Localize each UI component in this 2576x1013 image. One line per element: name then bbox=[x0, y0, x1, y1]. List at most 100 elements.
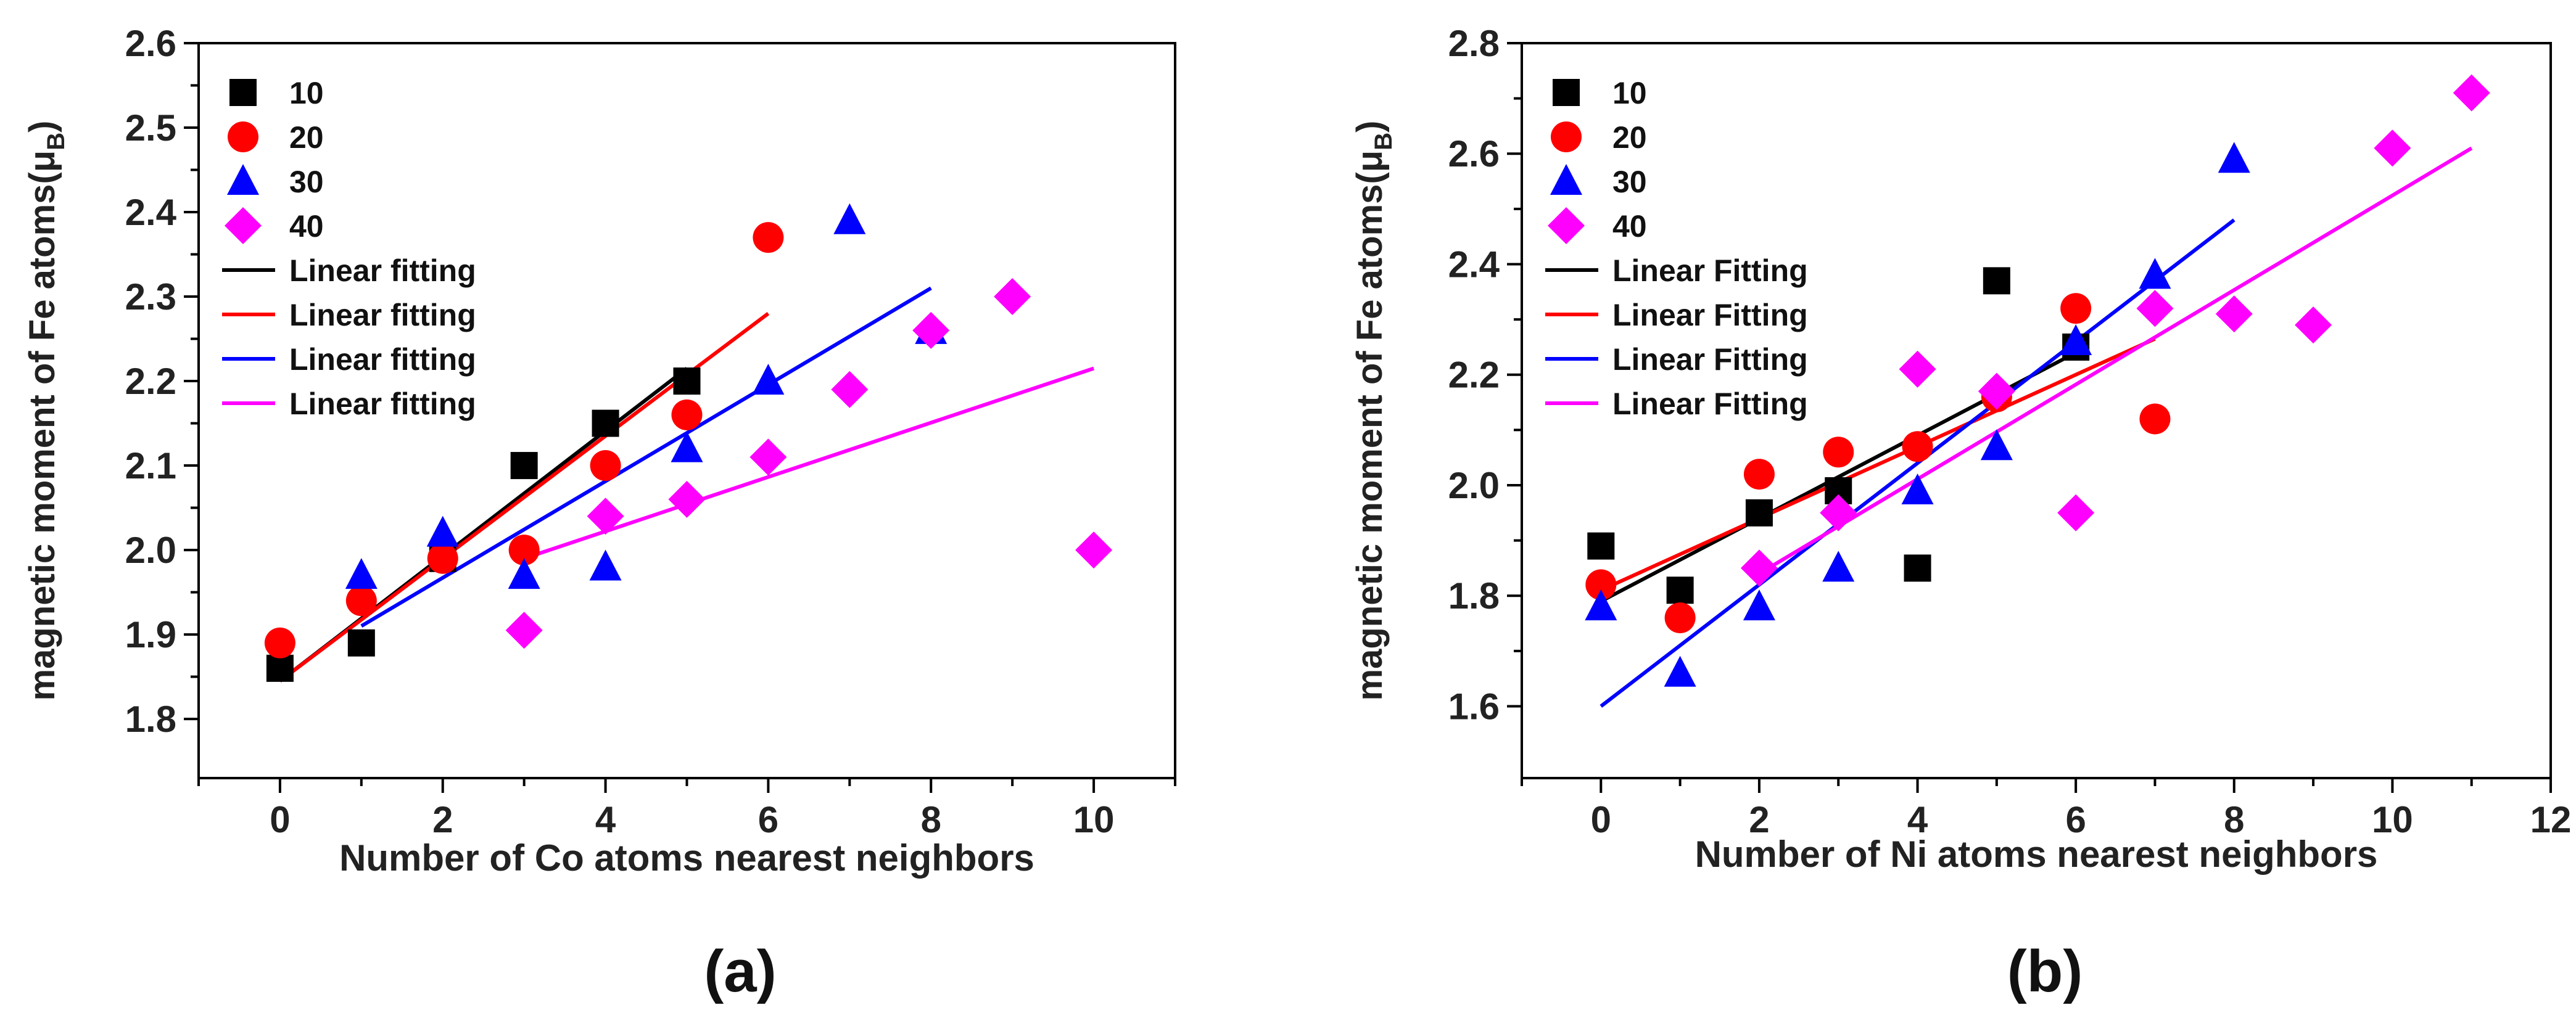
data-point-40 bbox=[1820, 494, 1857, 531]
data-point-40 bbox=[2057, 494, 2095, 531]
data-point-20 bbox=[345, 585, 377, 617]
data-point-20 bbox=[1743, 459, 1775, 490]
y-tick-label: 2.3 bbox=[125, 276, 176, 318]
data-point-20 bbox=[590, 450, 621, 482]
legend-label-30: 30 bbox=[289, 165, 324, 199]
legend-fit-label: Linear Fitting bbox=[1612, 387, 1808, 421]
legend-marker-30 bbox=[227, 164, 259, 195]
x-tick-label: 4 bbox=[1907, 799, 1928, 840]
y-axis-title: magnetic moment of Fe atoms(μB) bbox=[22, 121, 70, 701]
x-axis-title: Number of Ni atoms nearest neighbors bbox=[1695, 834, 2378, 875]
fit-line-20 bbox=[1600, 337, 2156, 593]
y-tick-label: 1.8 bbox=[1448, 575, 1500, 617]
data-point-30 bbox=[2060, 324, 2092, 355]
data-point-10 bbox=[1745, 499, 1773, 527]
data-point-20 bbox=[2139, 403, 2171, 435]
y-tick-label: 2.5 bbox=[125, 107, 176, 149]
data-point-20 bbox=[753, 222, 784, 253]
legend-marker-20 bbox=[228, 121, 258, 152]
x-tick-label: 12 bbox=[2530, 799, 2572, 840]
data-point-10 bbox=[1983, 267, 2010, 295]
data-point-10 bbox=[266, 654, 294, 682]
data-point-30 bbox=[1743, 589, 1775, 621]
data-point-10 bbox=[1587, 532, 1615, 560]
data-point-20 bbox=[427, 543, 458, 574]
data-point-30 bbox=[508, 558, 540, 589]
y-axis-title-main: magnetic moment of Fe atoms(μ bbox=[22, 150, 62, 701]
data-point-10 bbox=[1904, 554, 1931, 582]
y-tick-label: 2.8 bbox=[1448, 23, 1500, 64]
data-point-30 bbox=[752, 364, 785, 395]
legend-fit-label: Linear fitting bbox=[289, 298, 476, 332]
data-point-30 bbox=[1980, 429, 2013, 461]
y-tick-label: 2.4 bbox=[1448, 244, 1500, 285]
y-axis-title-subscript: B bbox=[43, 133, 70, 150]
x-tick-label: 2 bbox=[432, 799, 453, 840]
x-axis-title: Number of Co atoms nearest neighbors bbox=[339, 837, 1034, 879]
data-point-20 bbox=[1664, 602, 1696, 634]
panel-b: 0 2 4 6 8 10 12 1.6 1.8 2.0 2.2 2.4 2.6 2.8 Number of … bbox=[1350, 23, 2571, 1004]
y-tick-label: 2.4 bbox=[125, 192, 177, 233]
data-point-40 bbox=[2215, 295, 2253, 333]
y-axis-title-main: magnetic moment of Fe atoms(μ bbox=[1350, 150, 1390, 701]
data-point-10 bbox=[347, 629, 375, 657]
data-point-10 bbox=[510, 452, 538, 480]
legend-marker-10 bbox=[229, 79, 257, 106]
panel-label: (b) bbox=[2007, 938, 2083, 1004]
y-axis-title-close: ) bbox=[22, 121, 62, 133]
legend-fit-label: Linear fitting bbox=[289, 342, 476, 377]
legend-label-30: 30 bbox=[1612, 165, 1647, 199]
data-point-30 bbox=[671, 431, 703, 462]
x-tick-label: 0 bbox=[270, 799, 290, 840]
data-point-10 bbox=[1666, 576, 1694, 604]
y-tick-label: 2.6 bbox=[1448, 133, 1500, 174]
data-point-20 bbox=[1585, 569, 1617, 601]
x-tick-label: 4 bbox=[595, 799, 616, 840]
plot-frame bbox=[1521, 42, 2552, 779]
y-tick-label: 1.8 bbox=[125, 699, 176, 740]
data-point-40 bbox=[587, 498, 624, 535]
x-tick-label: 8 bbox=[921, 799, 941, 840]
data-point-40 bbox=[831, 371, 869, 408]
y-tick-label: 2.2 bbox=[125, 361, 176, 402]
data-point-10 bbox=[592, 409, 619, 437]
data-point-20 bbox=[1823, 437, 1854, 468]
data-point-30 bbox=[1901, 473, 1934, 504]
legend-fit-label: Linear Fitting bbox=[1612, 298, 1808, 332]
data-point-40 bbox=[668, 480, 706, 518]
data-point-40 bbox=[749, 438, 787, 476]
data-point-40 bbox=[1740, 549, 1778, 587]
legend-marker-40 bbox=[1548, 207, 1585, 244]
legend-label-10: 10 bbox=[1612, 76, 1647, 110]
x-tick-label: 6 bbox=[758, 799, 778, 840]
y-tick-label: 2.6 bbox=[125, 23, 176, 64]
panel-a: 0 2 4 6 8 10 1.8 1.9 2.0 2.1 2.2 2.3 2.4 2.5 2.6 Number… bbox=[22, 23, 1176, 1004]
data-point-30 bbox=[2218, 142, 2250, 173]
data-point-40 bbox=[994, 278, 1031, 316]
x-tick-label: 10 bbox=[2372, 799, 2413, 840]
panel-label: (a) bbox=[704, 938, 776, 1004]
x-tick-label: 2 bbox=[1749, 799, 1769, 840]
legend-marker-40 bbox=[225, 207, 262, 244]
data-point-30 bbox=[1822, 551, 1855, 582]
x-tick-label: 10 bbox=[1073, 799, 1115, 840]
legend-label-20: 20 bbox=[289, 120, 324, 155]
y-tick-label: 2.0 bbox=[125, 530, 176, 571]
y-tick-label: 2.1 bbox=[125, 445, 176, 486]
data-point-10 bbox=[673, 367, 701, 395]
legend-marker-30 bbox=[1550, 164, 1582, 195]
legend-marker-20 bbox=[1551, 121, 1582, 152]
data-point-30 bbox=[833, 203, 866, 234]
legend-label-10: 10 bbox=[289, 76, 324, 110]
legend-fit-label: Linear fitting bbox=[289, 253, 476, 288]
x-tick-label: 8 bbox=[2224, 799, 2244, 840]
fit-line-40 bbox=[523, 366, 1095, 560]
y-axis-title-close: ) bbox=[1350, 121, 1390, 133]
data-point-40 bbox=[1899, 350, 1936, 388]
data-point-20 bbox=[1902, 431, 1933, 462]
legend-fit-label: Linear Fitting bbox=[1612, 253, 1808, 288]
data-point-30 bbox=[1585, 589, 1617, 621]
data-point-30 bbox=[426, 515, 459, 547]
data-point-30 bbox=[345, 558, 378, 589]
